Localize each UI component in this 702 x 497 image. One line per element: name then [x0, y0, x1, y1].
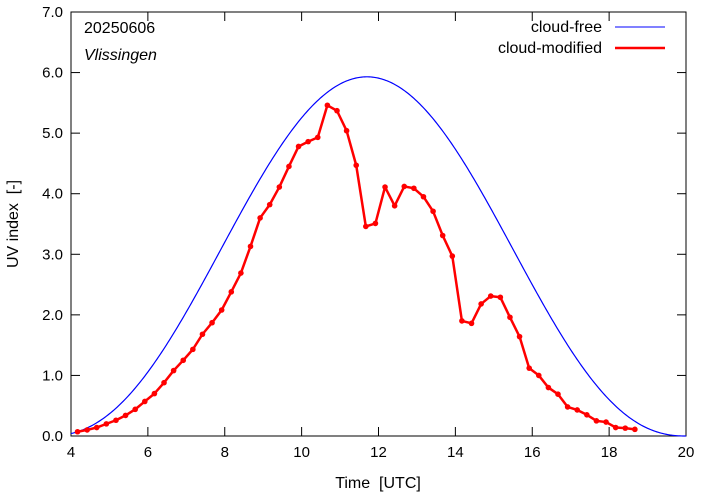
- data-point-cloud-modified: [276, 184, 283, 190]
- legend-label-cloud-modified: cloud-modified: [498, 40, 602, 57]
- data-point-cloud-modified: [372, 220, 379, 227]
- data-point-cloud-modified: [622, 425, 629, 431]
- data-point-cloud-modified: [411, 185, 417, 192]
- plot-area: [70, 11, 687, 437]
- data-point-cloud-modified: [382, 184, 388, 190]
- x-axis-ticks: 4 6 8 10 12 14 16 18 20: [67, 12, 695, 461]
- data-point-cloud-modified: [238, 270, 244, 276]
- data-point-cloud-modified: [199, 331, 206, 338]
- data-point-cloud-modified: [113, 417, 119, 424]
- data-point-cloud-modified: [593, 418, 600, 424]
- data-point-cloud-modified: [74, 428, 81, 435]
- data-point-cloud-modified: [295, 143, 302, 150]
- data-point-cloud-modified: [439, 232, 446, 239]
- data-point-cloud-modified: [170, 367, 177, 374]
- x-tick-label: 18: [601, 444, 618, 461]
- data-point-cloud-modified: [122, 412, 129, 419]
- data-point-cloud-modified: [449, 253, 456, 259]
- data-point-cloud-modified: [228, 289, 235, 295]
- data-point-cloud-modified: [401, 183, 408, 190]
- legend-label-cloud-free: cloud-free: [531, 19, 602, 36]
- data-point-cloud-modified: [324, 102, 331, 109]
- data-point-cloud-modified: [555, 391, 561, 398]
- data-point-cloud-modified: [391, 203, 398, 209]
- y-axis-title: UV index [-]: [5, 180, 22, 268]
- data-point-cloud-modified: [420, 193, 427, 200]
- data-point-cloud-modified: [151, 390, 158, 397]
- data-point-cloud-modified: [93, 424, 100, 431]
- x-tick-label: 12: [370, 444, 387, 461]
- data-point-cloud-modified: [632, 426, 638, 433]
- data-point-cloud-modified: [190, 346, 196, 353]
- y-tick-label: 2.0: [42, 307, 63, 324]
- y-tick-label: 7.0: [42, 4, 63, 21]
- y-tick-label: 1.0: [42, 367, 63, 384]
- data-point-cloud-modified: [257, 215, 263, 221]
- data-point-cloud-modified: [487, 293, 494, 299]
- data-point-cloud-modified: [468, 320, 475, 327]
- data-point-cloud-modified: [286, 163, 292, 170]
- data-point-cloud-modified: [535, 372, 542, 379]
- data-point-cloud-modified: [584, 412, 590, 418]
- data-point-cloud-modified: [218, 307, 225, 313]
- data-point-cloud-modified: [516, 333, 523, 340]
- x-tick-label: 10: [293, 444, 310, 461]
- data-point-cloud-modified: [132, 406, 138, 413]
- data-point-cloud-modified: [314, 134, 321, 141]
- y-tick-label: 3.0: [42, 246, 63, 263]
- data-point-cloud-modified: [478, 301, 484, 307]
- x-tick-label: 16: [524, 444, 541, 461]
- x-tick-label: 8: [221, 444, 229, 461]
- data-point-cloud-modified: [334, 107, 340, 114]
- data-point-cloud-modified: [247, 243, 254, 250]
- x-tick-label: 4: [67, 444, 75, 461]
- plot-frame: [70, 11, 687, 437]
- data-point-cloud-modified: [142, 398, 148, 405]
- data-point-cloud-modified: [497, 294, 504, 301]
- data-point-cloud-modified: [161, 379, 167, 386]
- annotation-date: 20250606: [84, 20, 155, 37]
- series-line-cloud-modified: [77, 104, 636, 433]
- series-line-cloud-free: [70, 76, 686, 437]
- x-tick-label: 20: [678, 444, 695, 461]
- data-point-cloud-modified: [430, 208, 436, 215]
- data-point-cloud-modified: [612, 424, 619, 431]
- y-tick-label: 0.0: [42, 428, 63, 445]
- data-point-cloud-modified: [363, 223, 369, 230]
- x-axis-title: Time [UTC]: [335, 475, 421, 492]
- x-tick-label: 6: [144, 444, 152, 461]
- data-point-cloud-modified: [103, 421, 110, 427]
- data-point-cloud-modified: [353, 162, 360, 169]
- data-point-cloud-modified: [343, 127, 350, 134]
- data-point-cloud-modified: [507, 314, 513, 321]
- data-point-cloud-modified: [180, 357, 187, 364]
- data-point-cloud-modified: [564, 404, 571, 410]
- data-point-cloud-modified: [209, 319, 215, 326]
- data-point-cloud-modified: [545, 384, 552, 391]
- y-tick-label: 5.0: [42, 125, 63, 142]
- data-point-cloud-modified: [266, 201, 273, 208]
- legend: cloud-free cloud-modified: [498, 19, 665, 57]
- series-layer: [70, 76, 686, 437]
- y-axis-ticks: 0.0 1.0 2.0 3.0 4.0 5.0 6.0 7.0: [42, 4, 686, 445]
- data-point-cloud-modified: [84, 427, 90, 433]
- annotation-station: Vlissingen: [84, 47, 157, 64]
- data-point-cloud-modified: [459, 318, 465, 324]
- x-tick-label: 14: [447, 444, 464, 461]
- y-tick-label: 4.0: [42, 186, 63, 203]
- data-point-cloud-modified: [574, 407, 581, 413]
- data-point-cloud-modified: [603, 419, 609, 425]
- data-point-cloud-modified: [305, 138, 311, 145]
- y-tick-label: 6.0: [42, 65, 63, 82]
- data-point-cloud-modified: [526, 365, 532, 371]
